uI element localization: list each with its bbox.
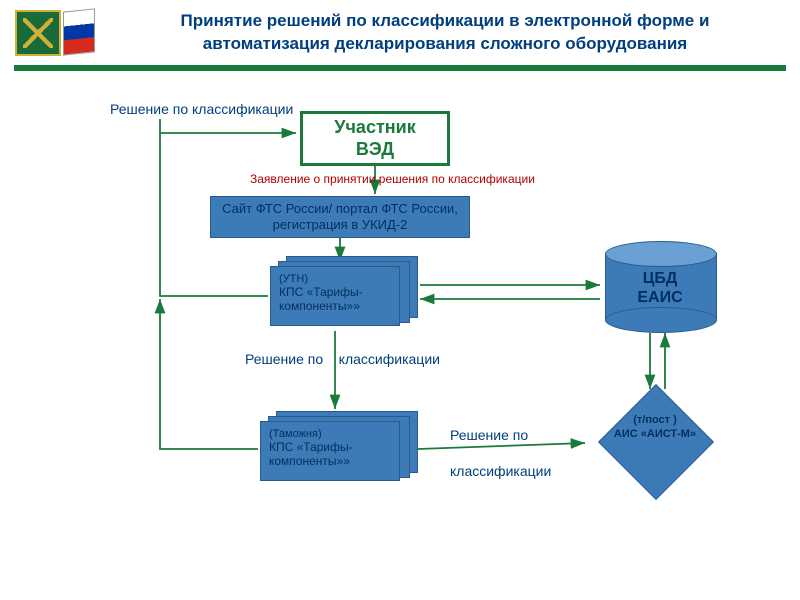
- header: Принятие решений по классификации в элек…: [0, 0, 800, 61]
- customs-emblem-icon: [15, 10, 61, 56]
- node-ais-label: АИС «АИСТ-М»: [614, 428, 696, 440]
- label-decision-left: Решение по классификации: [110, 101, 293, 117]
- node-utn-label: КПС «Тарифы-компоненты»»: [279, 285, 391, 313]
- node-fts-site: Сайт ФТС России/ портал ФТС России, реги…: [210, 196, 470, 238]
- page-title: Принятие решений по классификации в элек…: [110, 10, 780, 56]
- node-database-label: ЦБД ЕАИС: [605, 269, 715, 307]
- node-customs-label: КПС «Тарифы-компоненты»»: [269, 440, 391, 468]
- label-application: Заявление о принятии решения по классифи…: [250, 172, 535, 186]
- label-decision-right2: классификации: [450, 463, 551, 479]
- node-database: ЦБД ЕАИС: [605, 241, 715, 331]
- diagram-canvas: Решение по классификации Заявление о при…: [0, 71, 800, 581]
- label-decision-right1: Решение по: [450, 427, 528, 443]
- logos: [15, 10, 95, 56]
- node-utn-subtitle: (УТН): [279, 273, 391, 285]
- label-decision-mid: Решение по классификации: [245, 351, 440, 367]
- node-customs-subtitle: (Таможня): [269, 428, 391, 440]
- node-ais: (т/пост ) АИС «АИСТ-М»: [590, 396, 720, 486]
- node-fts-label: Сайт ФТС России/ портал ФТС России, реги…: [217, 201, 463, 232]
- russia-flag-icon: [63, 8, 95, 55]
- node-participant-label: Участник ВЭД: [334, 117, 415, 160]
- node-ais-subtitle: (т/пост ): [633, 414, 677, 426]
- node-participant: Участник ВЭД: [300, 111, 450, 166]
